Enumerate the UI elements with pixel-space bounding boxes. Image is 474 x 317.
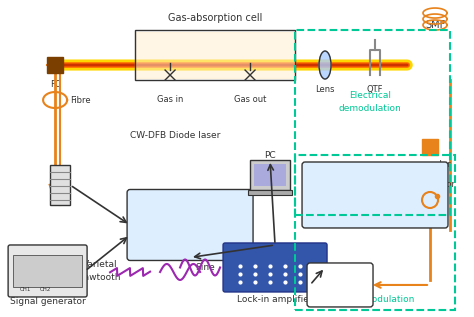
- Text: Gas out: Gas out: [234, 95, 266, 104]
- Bar: [254, 164, 286, 186]
- Bar: [13, 255, 82, 287]
- Text: CW-DFB Diode laser: CW-DFB Diode laser: [130, 131, 220, 139]
- Text: FC: FC: [50, 80, 61, 89]
- Text: laser: laser: [360, 205, 391, 215]
- Text: Laser: Laser: [173, 215, 207, 225]
- Text: Varietal: Varietal: [83, 261, 118, 269]
- Text: Electrical: Electrical: [349, 91, 391, 100]
- FancyBboxPatch shape: [307, 263, 373, 307]
- Text: Sine: Sine: [195, 263, 215, 272]
- Text: Gas in: Gas in: [157, 95, 183, 104]
- Text: CH1: CH1: [19, 288, 31, 293]
- Text: Fibre: Fibre: [70, 95, 91, 105]
- Text: Circulator: Circulator: [414, 180, 456, 190]
- Bar: [135, 30, 295, 80]
- Text: PC: PC: [264, 151, 276, 159]
- Text: SMF: SMF: [425, 20, 445, 30]
- Bar: [250, 160, 290, 190]
- Ellipse shape: [319, 51, 331, 79]
- Text: Lock-in amplifier: Lock-in amplifier: [237, 295, 313, 304]
- Text: sawtooth: sawtooth: [79, 274, 121, 282]
- Text: CH2: CH2: [39, 288, 51, 293]
- Text: Zurich: Zurich: [263, 250, 287, 260]
- Bar: [248, 190, 292, 195]
- Bar: [295, 155, 455, 310]
- Bar: [47, 57, 63, 73]
- Text: Gas-absorption cell: Gas-absorption cell: [168, 13, 262, 23]
- Text: Probe: Probe: [357, 190, 393, 200]
- FancyBboxPatch shape: [223, 243, 327, 292]
- Text: coupler: coupler: [419, 160, 451, 170]
- Text: QTF: QTF: [367, 85, 383, 94]
- Text: PD: PD: [330, 278, 350, 291]
- Bar: [135, 32, 295, 78]
- FancyBboxPatch shape: [8, 245, 87, 297]
- Bar: [422, 139, 438, 155]
- Bar: [50, 165, 70, 205]
- FancyBboxPatch shape: [302, 162, 448, 228]
- Text: Signal generator: Signal generator: [10, 297, 85, 307]
- Text: demodulation: demodulation: [338, 104, 401, 113]
- Text: instruments: instruments: [254, 262, 296, 268]
- Bar: [295, 30, 450, 215]
- Text: F-P demodulation: F-P demodulation: [335, 295, 415, 304]
- Text: controller: controller: [160, 235, 220, 245]
- Text: Lens: Lens: [315, 85, 335, 94]
- FancyBboxPatch shape: [127, 190, 253, 261]
